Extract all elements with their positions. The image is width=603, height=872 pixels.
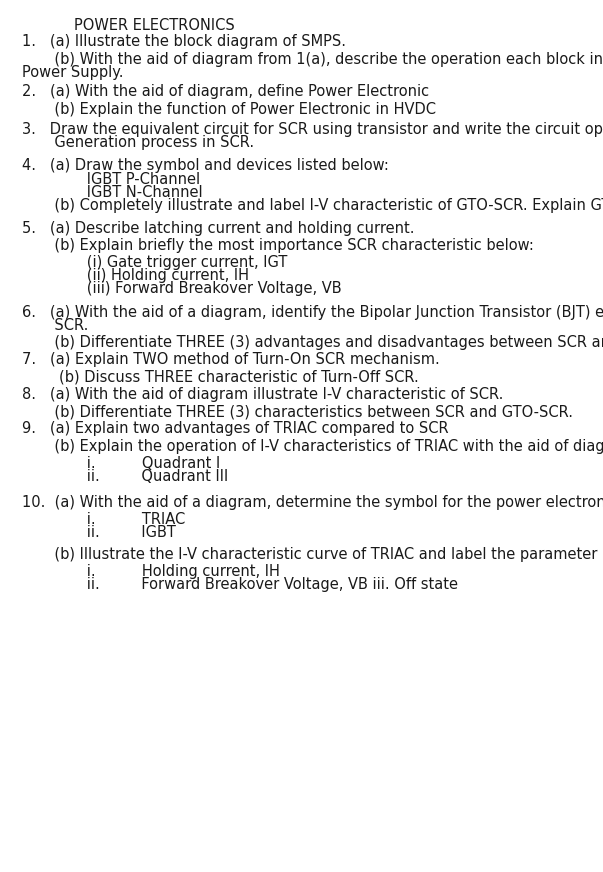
Text: 4.   (a) Draw the symbol and devices listed below:: 4. (a) Draw the symbol and devices liste… <box>22 158 389 173</box>
Text: (b) Explain the operation of I-V characteristics of TRIAC with the aid of diagra: (b) Explain the operation of I-V charact… <box>22 439 603 453</box>
Text: (b) Differentiate THREE (3) characteristics between SCR and GTO-SCR.: (b) Differentiate THREE (3) characterist… <box>22 404 573 419</box>
Text: i.          Holding current, IH: i. Holding current, IH <box>22 564 280 579</box>
Text: (b) Explain briefly the most importance SCR characteristic below:: (b) Explain briefly the most importance … <box>22 238 534 253</box>
Text: 10.  (a) With the aid of a diagram, determine the symbol for the power electroni: 10. (a) With the aid of a diagram, deter… <box>22 494 603 510</box>
Text: (i) Gate trigger current, IGT: (i) Gate trigger current, IGT <box>22 255 288 270</box>
Text: (iii) Forward Breakover Voltage, VB: (iii) Forward Breakover Voltage, VB <box>22 282 342 296</box>
Text: ii.         IGBT: ii. IGBT <box>22 525 176 540</box>
Text: i.          Quadrant I: i. Quadrant I <box>22 456 221 471</box>
Text: 7.   (a) Explain TWO method of Turn-On SCR mechanism.: 7. (a) Explain TWO method of Turn-On SCR… <box>22 352 440 367</box>
Text: SCR.: SCR. <box>22 317 89 333</box>
Text: 1.   (a) Illustrate the block diagram of SMPS.: 1. (a) Illustrate the block diagram of S… <box>22 34 346 50</box>
Text: (b) Explain the function of Power Electronic in HVDC: (b) Explain the function of Power Electr… <box>22 102 436 117</box>
Text: 2.   (a) With the aid of diagram, define Power Electronic: 2. (a) With the aid of diagram, define P… <box>22 85 429 99</box>
Text: 9.   (a) Explain two advantages of TRIAC compared to SCR: 9. (a) Explain two advantages of TRIAC c… <box>22 421 449 436</box>
Text: i.          TRIAC: i. TRIAC <box>22 512 186 527</box>
Text: ii.         Forward Breakover Voltage, VB iii. Off state: ii. Forward Breakover Voltage, VB iii. O… <box>22 576 458 592</box>
Text: 8.   (a) With the aid of diagram illustrate I-V characteristic of SCR.: 8. (a) With the aid of diagram illustrat… <box>22 387 504 402</box>
Text: (b) Illustrate the I-V characteristic curve of TRIAC and label the parameter bel: (b) Illustrate the I-V characteristic cu… <box>22 547 603 562</box>
Text: 6.   (a) With the aid of a diagram, identify the Bipolar Junction Transistor (BJ: 6. (a) With the aid of a diagram, identi… <box>22 304 603 320</box>
Text: Power Supply.: Power Supply. <box>22 65 124 79</box>
Text: (b) Differentiate THREE (3) advantages and disadvantages between SCR and GTO-SCR: (b) Differentiate THREE (3) advantages a… <box>22 335 603 350</box>
Text: IGBT N-Channel: IGBT N-Channel <box>22 185 203 200</box>
Text: 3.   Draw the equivalent circuit for SCR using transistor and write the circuit : 3. Draw the equivalent circuit for SCR u… <box>22 121 603 137</box>
Text: IGBT P-Channel: IGBT P-Channel <box>22 172 200 187</box>
Text: (b) Completely illustrate and label I-V characteristic of GTO-SCR. Explain GTO-S: (b) Completely illustrate and label I-V … <box>22 198 603 213</box>
Text: 5.   (a) Describe latching current and holding current.: 5. (a) Describe latching current and hol… <box>22 221 415 236</box>
Text: (b) With the aid of diagram from 1(a), describe the operation each block in Swit: (b) With the aid of diagram from 1(a), d… <box>22 51 603 66</box>
Text: POWER ELECTRONICS: POWER ELECTRONICS <box>74 18 235 33</box>
Text: (b) Discuss THREE characteristic of Turn-Off SCR.: (b) Discuss THREE characteristic of Turn… <box>22 370 419 385</box>
Text: (ii) Holding current, IH: (ii) Holding current, IH <box>22 269 249 283</box>
Text: ii.         Quadrant III: ii. Quadrant III <box>22 469 229 484</box>
Text: Generation process in SCR.: Generation process in SCR. <box>22 134 254 150</box>
